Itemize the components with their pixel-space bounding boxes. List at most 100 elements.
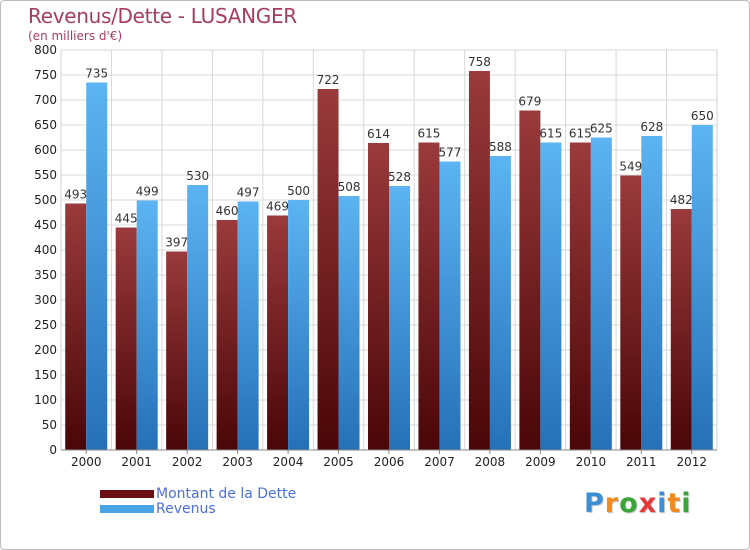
data-label-dette: 549 xyxy=(619,160,642,174)
bar-revenus xyxy=(136,200,158,450)
data-label-revenus: 497 xyxy=(237,186,260,200)
y-tick-label: 600 xyxy=(34,143,57,157)
y-tick-label: 750 xyxy=(34,68,57,82)
data-label-revenus: 628 xyxy=(640,120,663,134)
data-label-revenus: 650 xyxy=(691,109,714,123)
x-tick-label: 2001 xyxy=(121,455,152,469)
x-tick-label: 2006 xyxy=(374,455,405,469)
bar-revenus xyxy=(237,201,259,450)
y-tick-label: 350 xyxy=(34,268,57,282)
bar-revenus xyxy=(439,161,461,450)
bar-dette xyxy=(166,251,188,450)
data-label-dette: 445 xyxy=(115,212,138,226)
logo-letter: x xyxy=(638,488,658,519)
x-tick-label: 2009 xyxy=(525,455,556,469)
data-label-dette: 615 xyxy=(418,127,441,141)
y-tick-label: 150 xyxy=(34,368,57,382)
logo-letter: r xyxy=(604,488,620,519)
bar-dette xyxy=(115,227,137,450)
data-label-dette: 722 xyxy=(317,73,340,87)
proxiti-logo: Proxiti xyxy=(584,488,692,519)
bars-layer xyxy=(65,71,713,450)
data-label-revenus: 500 xyxy=(287,184,310,198)
y-tick-label: 500 xyxy=(34,193,57,207)
data-label-revenus: 615 xyxy=(539,127,562,141)
data-label-dette: 493 xyxy=(64,188,87,202)
bar-revenus xyxy=(641,136,663,450)
bar-dette xyxy=(519,110,541,450)
logo-letter: o xyxy=(619,488,639,519)
x-tick-label: 2010 xyxy=(576,455,607,469)
x-tick-label: 2002 xyxy=(172,455,203,469)
logo-letter: P xyxy=(584,488,605,519)
y-tick-label: 200 xyxy=(34,343,57,357)
data-label-dette: 758 xyxy=(468,55,491,69)
logo-letter: i xyxy=(657,488,668,519)
data-label-revenus: 577 xyxy=(439,146,462,160)
x-tick-label: 2005 xyxy=(323,455,354,469)
bar-revenus xyxy=(389,186,410,450)
data-label-dette: 482 xyxy=(670,193,693,207)
data-label-dette: 469 xyxy=(266,200,289,214)
bar-revenus xyxy=(540,142,562,450)
x-tick-label: 2011 xyxy=(626,455,657,469)
data-label-revenus: 499 xyxy=(136,185,159,199)
y-tick-label: 0 xyxy=(49,443,57,457)
bar-revenus xyxy=(590,137,612,450)
bar-dette xyxy=(418,142,440,450)
y-tick-label: 300 xyxy=(34,293,57,307)
bar-dette xyxy=(368,143,389,450)
bar-revenus xyxy=(187,185,209,450)
data-label-dette: 615 xyxy=(569,127,592,141)
bar-dette xyxy=(65,203,87,450)
y-tick-label: 400 xyxy=(34,243,57,257)
legend-item-revenus: Revenus xyxy=(100,500,296,517)
x-tick-label: 2004 xyxy=(273,455,304,469)
y-tick-label: 700 xyxy=(34,93,57,107)
logo-letter: t xyxy=(667,488,682,519)
x-tick-label: 2012 xyxy=(676,455,707,469)
y-tick-label: 550 xyxy=(34,168,57,182)
y-tick-label: 800 xyxy=(34,43,57,57)
bar-dette xyxy=(569,142,591,450)
y-tick-label: 50 xyxy=(42,418,57,432)
axis-layer: 0 50 100 150 200 250 300 350 400 450 500 550 600 650 7… xyxy=(34,43,717,469)
bar-dette xyxy=(267,215,289,450)
bar-dette xyxy=(670,209,692,450)
bar-revenus xyxy=(288,200,310,450)
legend-label-revenus: Revenus xyxy=(156,500,216,517)
bar-revenus xyxy=(338,196,360,450)
data-label-dette: 614 xyxy=(367,127,390,141)
y-tick-label: 650 xyxy=(34,118,57,132)
data-label-revenus: 735 xyxy=(85,67,108,81)
legend-item-debt: Montant de la Dette xyxy=(100,485,297,502)
bar-dette xyxy=(620,175,642,450)
x-tick-label: 2000 xyxy=(71,455,102,469)
legend-swatch-debt xyxy=(100,489,154,498)
data-label-revenus: 625 xyxy=(590,122,613,136)
bar-revenus xyxy=(489,156,511,450)
bar-revenus xyxy=(86,82,108,450)
logo-letter: i xyxy=(681,488,692,519)
x-tick-label: 2007 xyxy=(424,455,455,469)
y-tick-label: 450 xyxy=(34,218,57,232)
bar-dette xyxy=(317,89,339,450)
legend-label-debt: Montant de la Dette xyxy=(156,485,297,502)
y-tick-label: 250 xyxy=(34,318,57,332)
data-label-revenus: 530 xyxy=(186,169,209,183)
data-label-dette: 397 xyxy=(165,236,188,250)
bar-revenus xyxy=(691,125,713,450)
chart-subtitle: (en milliers d'€) xyxy=(28,29,123,43)
data-label-dette: 679 xyxy=(518,95,541,109)
x-tick-label: 2008 xyxy=(475,455,506,469)
data-label-revenus: 508 xyxy=(338,180,361,194)
legend: Montant de la Dette Revenus xyxy=(100,485,297,517)
data-label-revenus: 588 xyxy=(489,140,512,154)
x-tick-label: 2003 xyxy=(222,455,253,469)
legend-swatch-revenus xyxy=(100,504,154,513)
data-label-revenus: 528 xyxy=(388,170,411,184)
data-label-dette: 460 xyxy=(216,204,239,218)
chart-title: Revenus/Dette - LUSANGER xyxy=(28,4,297,28)
y-tick-label: 100 xyxy=(34,393,57,407)
bar-dette xyxy=(216,220,238,450)
